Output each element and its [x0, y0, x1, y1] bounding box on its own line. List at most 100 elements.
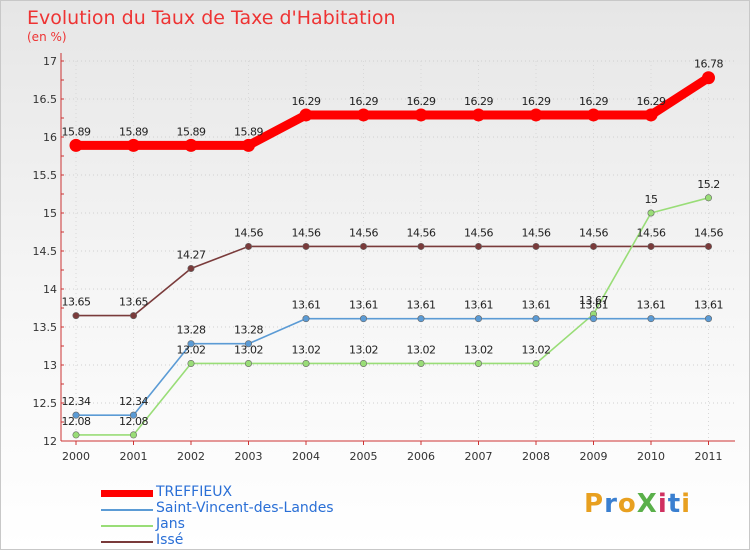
data-point — [187, 359, 195, 367]
x-tick-label: 2008 — [522, 450, 550, 463]
data-point — [417, 242, 425, 250]
data-point — [474, 359, 482, 367]
data-label: 13.61 — [292, 299, 321, 312]
legend-swatch — [101, 490, 153, 497]
y-tick-label: 14.5 — [33, 245, 58, 258]
data-point — [359, 359, 367, 367]
data-label: 13.02 — [177, 343, 206, 356]
data-label: 14.56 — [234, 226, 263, 239]
data-point — [130, 411, 138, 419]
series-line-1 — [75, 317, 710, 416]
data-label: 12.08 — [119, 415, 148, 428]
data-point — [704, 194, 712, 202]
series-line-3 — [75, 245, 710, 317]
x-tick-label: 2010 — [637, 450, 665, 463]
data-label: 14.56 — [637, 226, 666, 239]
data-point — [245, 242, 253, 250]
data-point — [72, 411, 80, 419]
x-tick-label: 2003 — [235, 450, 263, 463]
legend-item: TREFFIEUX — [101, 484, 401, 501]
data-point — [474, 242, 482, 250]
data-point — [130, 312, 138, 320]
x-tick-label: 2011 — [695, 450, 723, 463]
data-point — [69, 138, 83, 152]
x-tick-label: 2007 — [465, 450, 493, 463]
y-tick-label: 13 — [43, 359, 57, 372]
data-label: 16.29 — [464, 95, 493, 108]
data-label: 15.89 — [119, 125, 148, 138]
data-point — [532, 359, 540, 367]
data-point — [414, 108, 428, 122]
data-label: 13.02 — [349, 343, 378, 356]
data-point — [589, 315, 597, 323]
x-tick-label: 2001 — [120, 450, 148, 463]
data-point — [184, 138, 198, 152]
data-label: 13.28 — [234, 324, 263, 337]
data-point — [417, 359, 425, 367]
data-point — [299, 108, 313, 122]
data-point — [72, 312, 80, 320]
data-label: 16.78 — [694, 58, 723, 71]
y-tick-label: 14 — [43, 283, 57, 296]
legend-label: Saint-Vincent-des-Landes — [156, 500, 334, 516]
data-label: 15.2 — [697, 178, 720, 191]
data-point — [242, 138, 255, 152]
data-label: 15.89 — [234, 125, 263, 138]
y-tick-label: 17 — [43, 55, 57, 68]
x-tick-label: 2005 — [350, 450, 378, 463]
y-tick-label: 15.5 — [33, 169, 58, 182]
legend-item: Saint-Vincent-des-Landes — [101, 500, 401, 517]
data-label: 13.61 — [637, 299, 666, 312]
chart-legend: TREFFIEUX Saint-Vincent-des-Landes Jans Iss… — [101, 484, 401, 549]
y-tick-label: 15 — [43, 207, 57, 220]
data-point — [702, 71, 715, 85]
data-label: 16.29 — [407, 95, 436, 108]
data-point — [302, 242, 310, 250]
y-tick-label: 13.5 — [33, 321, 58, 334]
legend-label: TREFFIEUX — [156, 484, 233, 500]
data-label: 13.02 — [407, 343, 436, 356]
data-label: 14.27 — [177, 248, 206, 261]
data-point — [589, 242, 597, 250]
data-label: 15 — [645, 193, 658, 206]
data-point — [359, 242, 367, 250]
y-tick-label: 16.5 — [33, 93, 58, 106]
data-label: 14.56 — [292, 226, 321, 239]
data-label: 14.56 — [349, 226, 378, 239]
data-label: 13.61 — [579, 299, 608, 312]
data-point — [127, 138, 140, 152]
data-label: 14.56 — [464, 226, 493, 239]
data-label: 13.65 — [119, 296, 148, 309]
data-point — [704, 242, 712, 250]
data-point — [704, 315, 712, 323]
data-point — [474, 315, 482, 323]
data-label: 13.61 — [464, 299, 493, 312]
data-label: 13.65 — [62, 296, 91, 309]
data-label: 14.56 — [407, 226, 436, 239]
data-point — [529, 108, 543, 122]
data-label: 16.29 — [292, 95, 321, 108]
data-label: 15.89 — [177, 125, 206, 138]
data-point — [72, 431, 80, 439]
data-point — [187, 340, 195, 348]
data-label: 13.28 — [177, 324, 206, 337]
data-label: 16.29 — [349, 95, 378, 108]
series-line-2 — [75, 197, 710, 436]
y-tick-label: 16 — [43, 131, 57, 144]
y-tick-label: 12 — [43, 435, 57, 448]
data-point — [245, 340, 253, 348]
data-point — [644, 108, 658, 122]
data-point — [357, 108, 370, 122]
data-label: 12.08 — [62, 415, 91, 428]
data-label: 16.29 — [579, 95, 608, 108]
chart-subtitle: (en %) — [27, 30, 67, 44]
data-label: 13.02 — [234, 343, 263, 356]
x-tick-label: 2000 — [62, 450, 90, 463]
data-point — [302, 359, 310, 367]
data-label: 14.56 — [579, 226, 608, 239]
x-tick-label: 2004 — [292, 450, 320, 463]
data-label: 13.61 — [522, 299, 551, 312]
data-label: 13.61 — [694, 299, 723, 312]
data-label: 14.56 — [522, 226, 551, 239]
